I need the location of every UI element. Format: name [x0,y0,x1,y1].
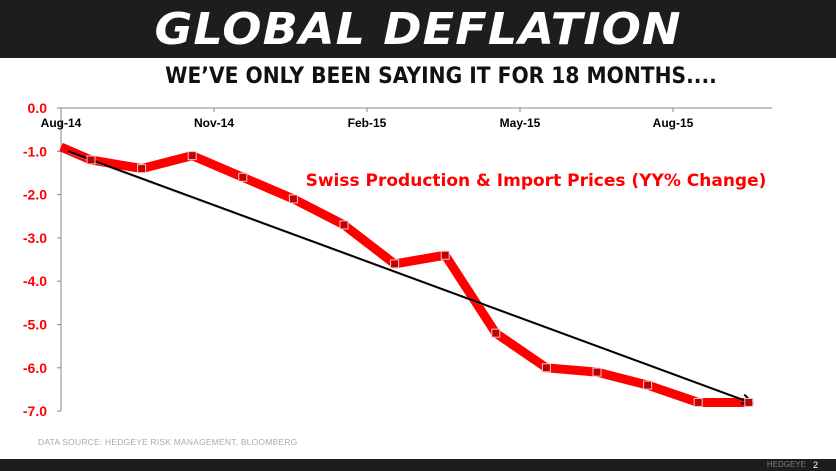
x-tick-label: Nov-14 [194,116,234,130]
x-tick-label: Aug-15 [653,116,694,130]
data-point-marker [592,367,602,377]
y-tick-label: -7.0 [23,403,47,419]
title-bar: GLOBAL DEFLATION [0,0,836,58]
data-point-marker [288,194,298,204]
y-tick-label: 0.0 [28,100,48,116]
brand-label: HEDGEYE [766,460,806,469]
y-tick-label: -3.0 [23,230,47,246]
trend-line [67,150,751,404]
data-point-marker [390,259,400,269]
data-point-marker [744,397,754,407]
x-tick-label: Aug-14 [41,116,82,130]
data-point-marker [693,397,703,407]
data-point-marker [643,380,653,390]
data-point-marker [187,151,197,161]
x-tick-label: Feb-15 [348,116,387,130]
data-point-marker [491,328,501,338]
y-tick-label: -4.0 [23,273,47,289]
data-point-marker [339,220,349,230]
page-number: 2 [812,460,818,470]
subtitle: WE’VE ONLY BEEN SAYING IT FOR 18 MONTHS.… [165,64,717,89]
data-point-marker [86,155,96,165]
data-point-marker [440,250,450,260]
series-label: Swiss Production & Import Prices (YY% Ch… [306,171,767,191]
footer-bar: HEDGEYE 2 [0,459,836,471]
data-point-marker [238,172,248,182]
y-tick-label: -5.0 [23,317,47,333]
y-tick-label: -6.0 [23,360,47,376]
y-tick-label: -1.0 [23,143,47,159]
y-tick-label: -2.0 [23,187,47,203]
data-point-marker [137,164,147,174]
x-tick-label: May-15 [500,116,541,130]
page-title: GLOBAL DEFLATION [154,3,682,55]
data-point-marker [541,363,551,373]
data-source: DATA SOURCE: HEDGEYE RISK MANAGEMENT, BL… [38,437,298,447]
